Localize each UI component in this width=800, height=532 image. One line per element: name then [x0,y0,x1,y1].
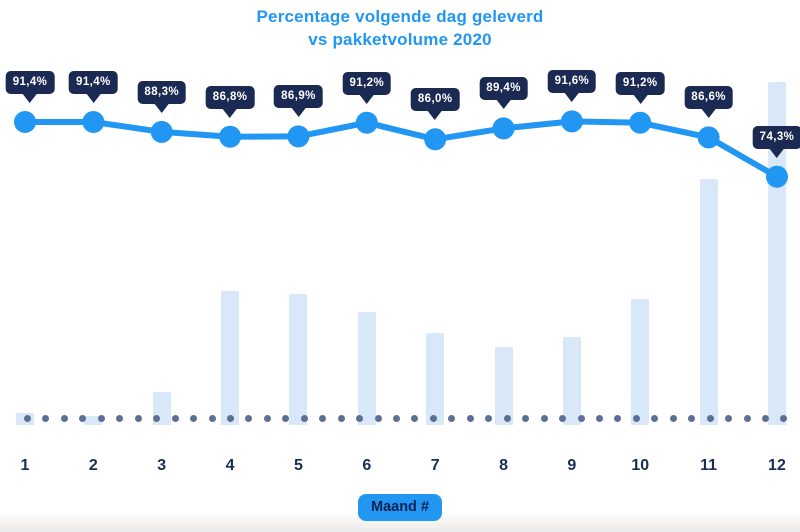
baseline-dot [411,415,419,422]
value-tooltip-month-12[interactable]: 74,3% [752,125,800,149]
chart-title-line2: vs pakketvolume 2020 [308,30,492,49]
volume-bar-month-10[interactable] [631,299,650,425]
x-tick-label-11: 11 [700,457,718,474]
chart-title: Percentage volgende dag geleverd vs pakk… [0,5,800,51]
x-axis-label-badge: Maand # [357,494,443,521]
volume-bar-month-11[interactable] [699,179,718,425]
line-marker-month-4[interactable] [219,125,242,148]
baseline-dot [780,415,788,422]
baseline-dot [190,415,198,422]
value-tooltip-month-1[interactable]: 91,4% [5,71,55,95]
x-tick-label-1: 1 [20,457,30,474]
line-marker-month-10[interactable] [629,111,652,134]
baseline-dot [725,415,733,422]
baseline-dot [688,415,696,422]
baseline-dot [153,415,161,422]
baseline-dot [79,415,87,422]
baseline-dot [245,415,253,422]
value-tooltip-month-7[interactable]: 86,0% [410,88,460,112]
baseline-dot [393,415,400,422]
value-tooltip-month-9[interactable]: 91,6% [547,70,597,94]
baseline-dot [762,415,769,422]
baseline-dot [60,415,68,422]
baseline-dot [282,415,290,422]
value-tooltip-month-2[interactable]: 91,4% [69,71,118,95]
baseline-dot [226,415,234,422]
line-marker-month-3[interactable] [150,120,173,143]
baseline-dot [337,415,345,422]
baseline-dot [300,415,308,422]
x-tick-label-5: 5 [293,457,303,474]
baseline-dot [116,415,124,422]
value-tooltip-month-8[interactable]: 89,4% [479,77,528,101]
value-tooltip-month-3[interactable]: 88,3% [137,80,187,104]
line-marker-month-5[interactable] [287,125,310,148]
value-tooltip-month-4[interactable]: 86,8% [205,85,255,109]
x-tick-label-10: 10 [631,457,650,474]
baseline-dot [263,415,271,422]
x-tick-label-4: 4 [225,457,235,474]
baseline-dot [485,415,493,422]
volume-bar-month-5[interactable] [289,294,308,425]
x-tick-label-12: 12 [768,457,786,474]
line-marker-month-12[interactable] [766,165,788,188]
window-bottom-edge [0,512,800,532]
line-marker-month-9[interactable] [560,110,583,133]
x-tick-label-8: 8 [499,457,508,474]
x-tick-label-3: 3 [157,457,167,474]
baseline-dot [540,415,548,422]
baseline-dot [595,415,603,422]
line-marker-month-1[interactable] [14,111,36,133]
baseline-dot [522,415,530,422]
baseline-dot [577,415,585,422]
baseline-dot [24,415,31,422]
delivery-percentage-line [22,118,780,180]
value-tooltip-month-11[interactable]: 86,6% [684,86,733,110]
line-marker-month-7[interactable] [424,128,447,151]
value-tooltip-month-5[interactable]: 86,9% [274,85,323,109]
baseline-dot [42,415,50,422]
value-tooltip-month-6[interactable]: 91,2% [342,71,392,95]
x-tick-label-9: 9 [567,457,577,474]
baseline-dot [743,415,751,422]
x-tick-label-2: 2 [88,457,98,474]
x-tick-label-6: 6 [362,457,372,474]
value-tooltip-month-10[interactable]: 91,2% [615,71,665,95]
line-marker-month-6[interactable] [355,111,378,134]
baseline-dot [614,415,622,422]
baseline-dot [669,415,677,422]
baseline-dot [134,415,142,422]
volume-bar-month-2[interactable] [84,416,103,425]
line-marker-month-11[interactable] [697,126,720,149]
baseline-dot [706,415,714,422]
baseline-dot [171,415,179,422]
baseline-dot [356,415,364,422]
line-marker-month-2[interactable] [82,111,105,133]
baseline-dot [208,415,216,422]
baseline-dot [374,415,382,422]
baseline-dot [429,415,437,422]
baseline-dot [466,415,474,422]
chart-title-line1: Percentage volgende dag geleverd [256,7,544,26]
baseline-dot [651,415,659,422]
volume-bar-month-4[interactable] [221,291,240,425]
line-marker-month-8[interactable] [492,117,515,140]
baseline-dot [319,415,327,422]
baseline-dot [97,415,105,422]
x-tick-label-7: 7 [430,457,440,474]
volume-bar-month-7[interactable] [426,333,445,425]
volume-bar-month-9[interactable] [562,337,581,425]
volume-bar-month-6[interactable] [357,312,376,425]
volume-bar-month-8[interactable] [494,347,513,425]
baseline-dot [503,415,511,422]
baseline-dot [448,415,456,422]
baseline-dot [559,415,567,422]
baseline-dot [632,415,640,422]
